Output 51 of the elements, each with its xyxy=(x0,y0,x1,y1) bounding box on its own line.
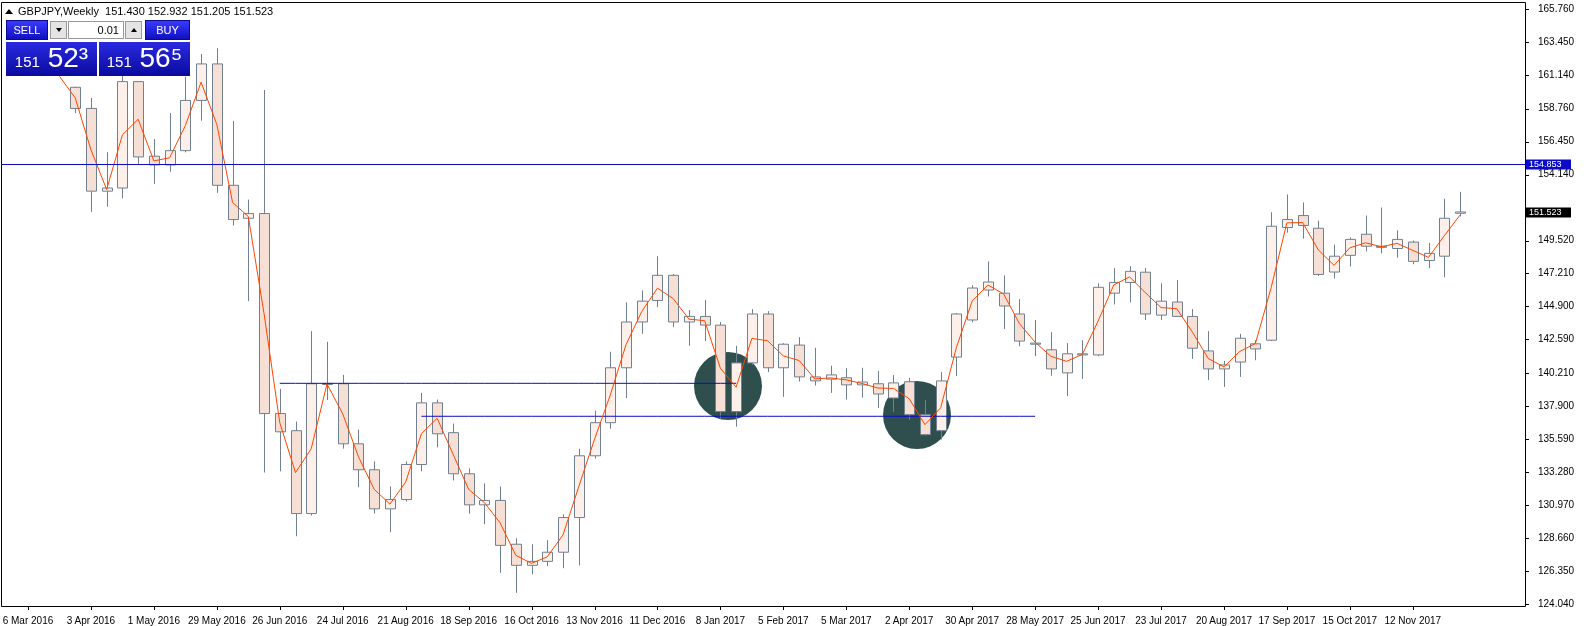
x-tick-label: 5 Feb 2017 xyxy=(758,614,810,626)
y-tick-label: 130.970 xyxy=(1538,498,1575,510)
y-tick-label: 154.140 xyxy=(1538,168,1575,180)
candlestick xyxy=(1455,191,1466,217)
y-tick-label: 144.900 xyxy=(1538,300,1575,312)
y-tick-label: 161.140 xyxy=(1538,68,1575,80)
x-tick-label: 29 May 2016 xyxy=(187,614,247,626)
x-tick-label: 20 Aug 2017 xyxy=(1195,614,1253,626)
x-tick-label: 3 Apr 2016 xyxy=(66,614,116,626)
y-tick-label: 142.590 xyxy=(1538,333,1575,345)
y-tick-label: 128.660 xyxy=(1538,531,1575,543)
x-tick-label: 28 May 2017 xyxy=(1006,614,1065,626)
y-tick-label: 133.280 xyxy=(1538,465,1575,477)
annotation: SELL xyxy=(6,20,48,40)
candlestick xyxy=(243,199,254,302)
annotation: 151 56⁵ xyxy=(106,42,183,73)
x-tick-label: 24 Jul 2016 xyxy=(316,614,370,626)
x-tick-label: 2 Apr 2017 xyxy=(885,614,934,626)
x-tick-label: 23 Jul 2017 xyxy=(1135,614,1188,626)
annotation: BUY xyxy=(145,20,190,40)
x-tick-label: 26 Jun 2016 xyxy=(252,614,308,626)
y-tick-label: 158.760 xyxy=(1538,102,1575,114)
y-tick-label: 165.760 xyxy=(1538,2,1575,14)
y-tick-label: 126.350 xyxy=(1538,564,1575,576)
x-tick-label: 13 Nov 2016 xyxy=(566,614,624,626)
x-tick-label: 25 Jun 2017 xyxy=(1070,614,1127,626)
y-tick-label: 163.450 xyxy=(1538,35,1575,47)
y-tick-label: 135.590 xyxy=(1538,432,1575,444)
x-tick-label: 17 Sep 2017 xyxy=(1258,614,1316,626)
x-tick-label: 15 Oct 2017 xyxy=(1322,614,1378,626)
y-tick-label: 147.210 xyxy=(1538,267,1575,279)
y-tick-label: 140.210 xyxy=(1538,367,1575,379)
x-tick-label: 16 Oct 2016 xyxy=(504,614,560,626)
y-tick-label: 124.040 xyxy=(1538,597,1575,609)
x-tick-label: 11 Dec 2016 xyxy=(629,614,686,626)
x-tick-label: 30 Apr 2017 xyxy=(945,614,1000,626)
y-tick-label: 156.450 xyxy=(1538,135,1575,147)
x-tick-label: 8 Jan 2017 xyxy=(695,614,746,626)
annotation: 151 52³ xyxy=(14,42,89,73)
x-tick-label: 18 Sep 2016 xyxy=(440,614,498,626)
ref-line-label: 154.853 xyxy=(1529,158,1562,169)
text: 151.523 xyxy=(1529,206,1562,217)
x-tick-label: 5 Mar 2017 xyxy=(820,614,873,626)
y-tick-label: 137.900 xyxy=(1538,400,1575,412)
x-tick-label: 1 May 2016 xyxy=(127,614,181,626)
x-tick-label: 21 Aug 2016 xyxy=(377,614,435,626)
x-tick-label: 6 Mar 2016 xyxy=(2,614,54,626)
x-tick-label: 12 Nov 2017 xyxy=(1384,614,1442,626)
chart-title: GBPJPY,Weekly 151.430 152.932 151.205 151.523 xyxy=(18,5,274,17)
annotation: 0.01 xyxy=(68,21,124,39)
y-tick-label: 149.520 xyxy=(1538,234,1575,246)
